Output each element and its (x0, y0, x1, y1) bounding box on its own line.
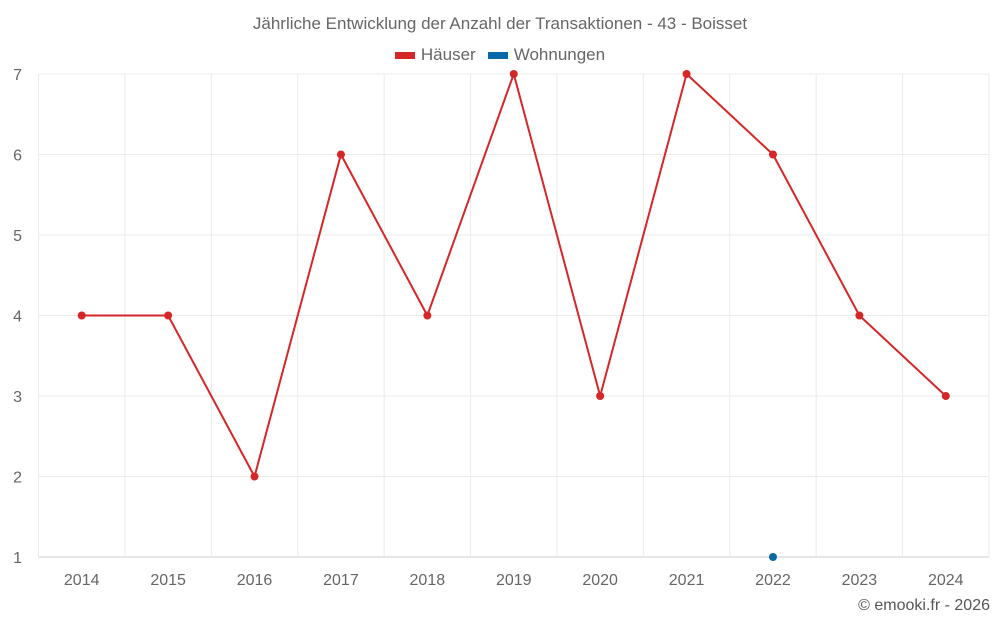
data-point (596, 392, 605, 400)
chart-title: Jährliche Entwicklung der Anzahl der Tra… (252, 14, 748, 33)
x-tick-label: 2020 (582, 572, 618, 589)
legend-item-wohnungen[interactable]: Wohnungen (487, 45, 606, 65)
x-tick-label: 2016 (237, 572, 273, 589)
legend-label: Wohnungen (513, 45, 606, 64)
data-point (77, 311, 86, 320)
y-tick-label: 4 (13, 309, 22, 326)
x-tick-label: 2018 (410, 572, 446, 589)
credit: © emooki.fr - 2026 (858, 597, 990, 614)
legend-swatch-wohnungen (487, 51, 508, 59)
data-point (682, 70, 691, 78)
data-point (509, 70, 518, 78)
legend: Häuser Wohnungen (0, 45, 1000, 65)
y-tick-label: 7 (13, 67, 22, 84)
data-point (768, 553, 777, 561)
x-tick-label: 2015 (150, 572, 186, 589)
legend-label: Häuser (420, 45, 476, 64)
x-tick-label: 2022 (755, 572, 791, 589)
y-tick-label: 1 (13, 550, 22, 567)
data-point (250, 472, 259, 481)
data-point (768, 150, 777, 159)
x-tick-label: 2021 (669, 572, 705, 589)
data-point (164, 311, 173, 320)
y-tick-label: 3 (13, 389, 22, 406)
y-tick-label: 2 (13, 470, 22, 487)
data-point (336, 150, 345, 159)
x-tick-label: 2024 (928, 572, 964, 589)
data-point (855, 311, 864, 320)
x-tick-label: 2023 (842, 572, 878, 589)
legend-item-haeuser[interactable]: Häuser (394, 45, 476, 65)
x-tick-label: 2017 (323, 572, 359, 589)
x-tick-label: 2014 (64, 572, 100, 589)
x-tick-label: 2019 (496, 572, 532, 589)
y-tick-label: 5 (13, 228, 22, 245)
data-point (423, 311, 432, 320)
data-point (941, 392, 950, 400)
legend-swatch-haeuser (394, 51, 415, 59)
y-tick-label: 6 (13, 148, 22, 165)
